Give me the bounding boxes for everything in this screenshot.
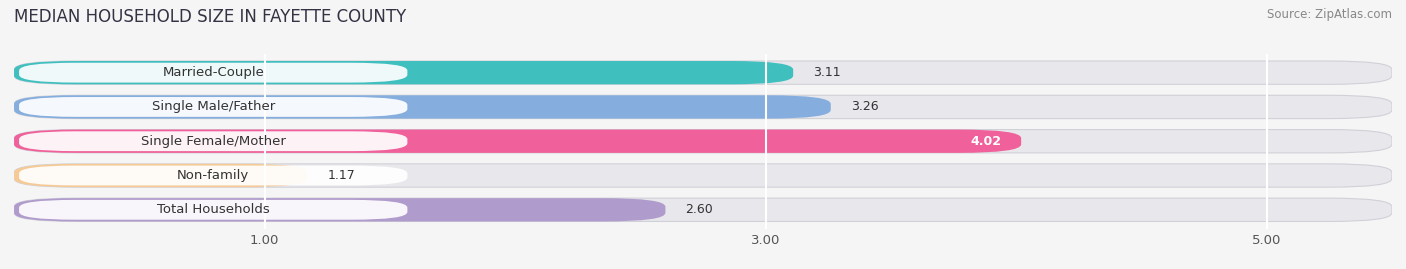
Text: MEDIAN HOUSEHOLD SIZE IN FAYETTE COUNTY: MEDIAN HOUSEHOLD SIZE IN FAYETTE COUNTY xyxy=(14,8,406,26)
Text: 1.17: 1.17 xyxy=(328,169,354,182)
FancyBboxPatch shape xyxy=(14,61,793,84)
FancyBboxPatch shape xyxy=(20,63,408,83)
FancyBboxPatch shape xyxy=(20,200,408,220)
Text: Non-family: Non-family xyxy=(177,169,249,182)
FancyBboxPatch shape xyxy=(14,198,1392,221)
FancyBboxPatch shape xyxy=(14,164,307,187)
FancyBboxPatch shape xyxy=(14,130,1021,153)
FancyBboxPatch shape xyxy=(20,166,408,185)
FancyBboxPatch shape xyxy=(14,95,831,119)
FancyBboxPatch shape xyxy=(14,164,1392,187)
FancyBboxPatch shape xyxy=(14,95,1392,119)
FancyBboxPatch shape xyxy=(20,97,408,117)
FancyBboxPatch shape xyxy=(14,198,665,221)
Text: Source: ZipAtlas.com: Source: ZipAtlas.com xyxy=(1267,8,1392,21)
Text: Married-Couple: Married-Couple xyxy=(162,66,264,79)
Text: 2.60: 2.60 xyxy=(686,203,713,216)
Text: Single Male/Father: Single Male/Father xyxy=(152,100,274,114)
Text: 3.11: 3.11 xyxy=(813,66,841,79)
Text: Single Female/Mother: Single Female/Mother xyxy=(141,135,285,148)
FancyBboxPatch shape xyxy=(14,130,1392,153)
Text: 3.26: 3.26 xyxy=(851,100,879,114)
Text: Total Households: Total Households xyxy=(157,203,270,216)
FancyBboxPatch shape xyxy=(14,61,1392,84)
FancyBboxPatch shape xyxy=(20,131,408,151)
Text: 4.02: 4.02 xyxy=(970,135,1001,148)
